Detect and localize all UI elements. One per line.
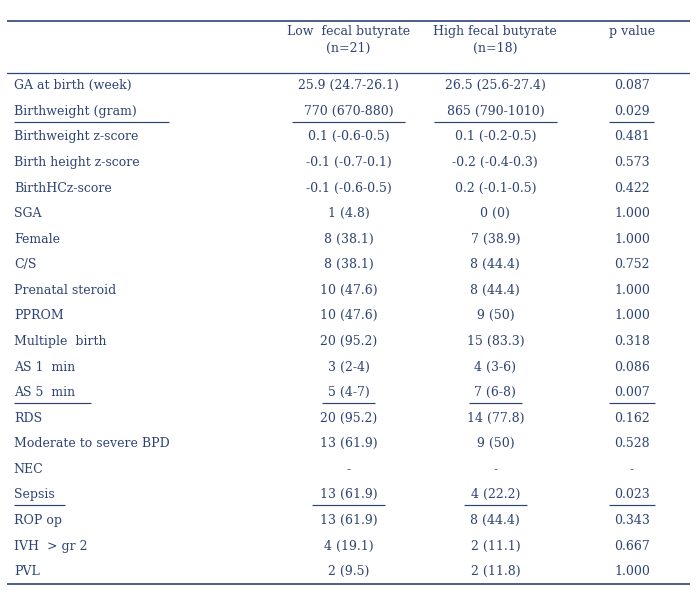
Text: 0.318: 0.318	[614, 335, 650, 348]
Text: 4 (3-6): 4 (3-6)	[475, 361, 516, 374]
Text: IVH  > gr 2: IVH > gr 2	[14, 540, 87, 553]
Text: SGA: SGA	[14, 207, 41, 220]
Text: Birthweight (gram): Birthweight (gram)	[14, 105, 137, 118]
Text: 0.1 (-0.2-0.5): 0.1 (-0.2-0.5)	[454, 130, 536, 143]
Text: 2 (9.5): 2 (9.5)	[328, 565, 369, 578]
Text: Prenatal steroid: Prenatal steroid	[14, 284, 116, 297]
Text: 4 (19.1): 4 (19.1)	[323, 540, 374, 553]
Text: 0.087: 0.087	[614, 79, 650, 92]
Text: 8 (38.1): 8 (38.1)	[323, 258, 374, 271]
Text: High fecal butyrate
(n=18): High fecal butyrate (n=18)	[434, 25, 557, 55]
Text: 0.162: 0.162	[614, 412, 650, 425]
Text: 0.422: 0.422	[614, 181, 650, 195]
Text: 7 (38.9): 7 (38.9)	[470, 233, 520, 246]
Text: Sepsis: Sepsis	[14, 488, 54, 502]
Text: 20 (95.2): 20 (95.2)	[320, 412, 377, 425]
Text: Low  fecal butyrate
(n=21): Low fecal butyrate (n=21)	[287, 25, 410, 55]
Text: 4 (22.2): 4 (22.2)	[470, 488, 520, 502]
Text: 9 (50): 9 (50)	[477, 309, 514, 322]
Text: 0.086: 0.086	[614, 361, 650, 374]
Text: 10 (47.6): 10 (47.6)	[320, 284, 377, 297]
Text: 0.528: 0.528	[614, 437, 650, 450]
Text: 8 (38.1): 8 (38.1)	[323, 233, 374, 246]
Text: 10 (47.6): 10 (47.6)	[320, 309, 377, 322]
Text: 20 (95.2): 20 (95.2)	[320, 335, 377, 348]
Text: 1.000: 1.000	[614, 207, 650, 220]
Text: Multiple  birth: Multiple birth	[14, 335, 107, 348]
Text: 8 (44.4): 8 (44.4)	[470, 284, 520, 297]
Text: 15 (83.3): 15 (83.3)	[466, 335, 524, 348]
Text: -0.1 (-0.7-0.1): -0.1 (-0.7-0.1)	[305, 156, 392, 169]
Text: 1 (4.8): 1 (4.8)	[328, 207, 369, 220]
Text: PPROM: PPROM	[14, 309, 63, 322]
Text: -: -	[630, 463, 634, 476]
Text: 0.343: 0.343	[614, 514, 650, 527]
Text: BirthHCz-score: BirthHCz-score	[14, 181, 112, 195]
Text: 13 (61.9): 13 (61.9)	[320, 514, 377, 527]
Text: ROP op: ROP op	[14, 514, 62, 527]
Text: 2 (11.8): 2 (11.8)	[470, 565, 520, 578]
Text: RDS: RDS	[14, 412, 42, 425]
Text: 770 (670-880): 770 (670-880)	[304, 105, 393, 118]
Text: Female: Female	[14, 233, 60, 246]
Text: Birthweight z-score: Birthweight z-score	[14, 130, 138, 143]
Text: 1.000: 1.000	[614, 233, 650, 246]
Text: AS 1  min: AS 1 min	[14, 361, 75, 374]
Text: Birth height z-score: Birth height z-score	[14, 156, 139, 169]
Text: PVL: PVL	[14, 565, 40, 578]
Text: 1.000: 1.000	[614, 565, 650, 578]
Text: 13 (61.9): 13 (61.9)	[320, 488, 377, 502]
Text: 5 (4-7): 5 (4-7)	[328, 386, 369, 399]
Text: 0.007: 0.007	[614, 386, 650, 399]
Text: 0.2 (-0.1-0.5): 0.2 (-0.1-0.5)	[454, 181, 536, 195]
Text: 0.1 (-0.6-0.5): 0.1 (-0.6-0.5)	[307, 130, 390, 143]
Text: -0.1 (-0.6-0.5): -0.1 (-0.6-0.5)	[305, 181, 392, 195]
Text: p value: p value	[609, 25, 655, 38]
Text: 14 (77.8): 14 (77.8)	[466, 412, 524, 425]
Text: 0.481: 0.481	[614, 130, 650, 143]
Text: 0.667: 0.667	[614, 540, 650, 553]
Text: 1.000: 1.000	[614, 309, 650, 322]
Text: -: -	[346, 463, 351, 476]
Text: 0.023: 0.023	[614, 488, 650, 502]
Text: 26.5 (25.6-27.4): 26.5 (25.6-27.4)	[445, 79, 546, 92]
Text: C/S: C/S	[14, 258, 36, 271]
Text: 2 (11.1): 2 (11.1)	[470, 540, 520, 553]
Text: 0.029: 0.029	[614, 105, 650, 118]
Text: 1.000: 1.000	[614, 284, 650, 297]
Text: 3 (2-4): 3 (2-4)	[328, 361, 369, 374]
Text: 7 (6-8): 7 (6-8)	[475, 386, 516, 399]
Text: 0.573: 0.573	[614, 156, 650, 169]
Text: Moderate to severe BPD: Moderate to severe BPD	[14, 437, 169, 450]
Text: -0.2 (-0.4-0.3): -0.2 (-0.4-0.3)	[452, 156, 538, 169]
Text: AS 5  min: AS 5 min	[14, 386, 75, 399]
Text: 0.752: 0.752	[614, 258, 650, 271]
Text: -: -	[493, 463, 498, 476]
Text: NEC: NEC	[14, 463, 43, 476]
Text: 8 (44.4): 8 (44.4)	[470, 258, 520, 271]
Text: 865 (790-1010): 865 (790-1010)	[447, 105, 544, 118]
Text: 8 (44.4): 8 (44.4)	[470, 514, 520, 527]
Text: 9 (50): 9 (50)	[477, 437, 514, 450]
Text: 13 (61.9): 13 (61.9)	[320, 437, 377, 450]
Text: 0 (0): 0 (0)	[480, 207, 510, 220]
Text: GA at birth (week): GA at birth (week)	[14, 79, 132, 92]
Text: 25.9 (24.7-26.1): 25.9 (24.7-26.1)	[298, 79, 399, 92]
